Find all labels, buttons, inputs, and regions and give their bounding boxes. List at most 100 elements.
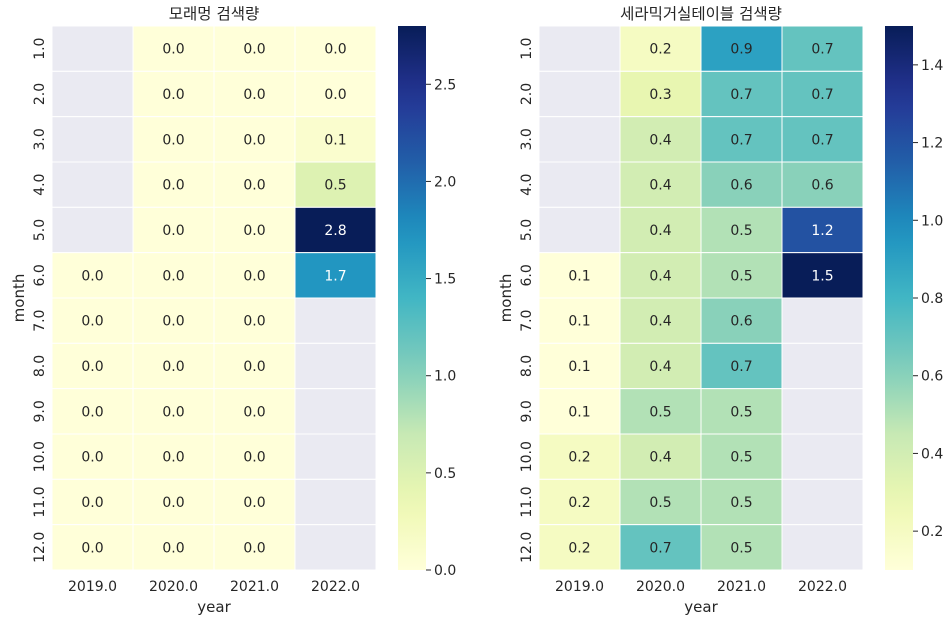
y-tick-label: 11.0 bbox=[32, 486, 48, 517]
y-tick-label: 5.0 bbox=[519, 219, 535, 241]
cell-value-label: 0.0 bbox=[243, 178, 265, 194]
cell-value-label: 0.2 bbox=[568, 495, 590, 511]
heatmap-cell bbox=[700, 433, 783, 480]
x-tick-label: 2020.0 bbox=[636, 579, 685, 595]
y-tick-label: 4.0 bbox=[32, 174, 48, 196]
heatmap-cell-empty bbox=[51, 206, 134, 254]
cell-value-label: 0.0 bbox=[162, 450, 184, 466]
heatmap-cell bbox=[213, 25, 296, 72]
cell-value-label: 0.0 bbox=[243, 359, 265, 375]
heatmap-cell-empty bbox=[781, 524, 864, 571]
heatmap-cell bbox=[619, 161, 702, 208]
cell-value-label: 0.0 bbox=[162, 540, 184, 556]
colorbar-tick-label: 0.8 bbox=[921, 291, 943, 307]
cell-value-label: 0.0 bbox=[81, 359, 103, 375]
colorbar-tick-label: 0.6 bbox=[921, 369, 943, 385]
cell-value-label: 0.6 bbox=[730, 178, 752, 194]
heatmap-cell-empty bbox=[294, 524, 377, 571]
cell-value-label: 0.0 bbox=[162, 223, 184, 239]
heatmap-cell-empty bbox=[294, 342, 377, 390]
cell-value-label: 0.4 bbox=[649, 178, 671, 194]
cell-value-label: 0.7 bbox=[811, 87, 833, 103]
heatmap-cell-empty bbox=[51, 70, 134, 118]
heatmap-cell bbox=[700, 252, 783, 299]
y-tick-label: 8.0 bbox=[519, 355, 535, 377]
cell-value-label: 0.7 bbox=[730, 132, 752, 148]
heatmap-cell-empty bbox=[294, 388, 377, 435]
cell-value-label: 1.5 bbox=[811, 268, 833, 284]
heatmap-cell bbox=[213, 116, 296, 163]
heatmap-cell bbox=[700, 116, 783, 163]
y-tick-label: 7.0 bbox=[32, 310, 48, 332]
cell-value-label: 0.0 bbox=[162, 42, 184, 58]
cell-value-label: 0.7 bbox=[730, 359, 752, 375]
heatmap-cell bbox=[781, 70, 864, 118]
cell-value-label: 0.0 bbox=[243, 87, 265, 103]
heatmap-cell bbox=[538, 433, 621, 480]
cell-value-label: 0.2 bbox=[568, 540, 590, 556]
cell-value-label: 0.0 bbox=[324, 87, 346, 103]
cell-value-label: 0.0 bbox=[81, 495, 103, 511]
colorbar-tick-label: 2.5 bbox=[434, 77, 456, 93]
cell-value-label: 0.4 bbox=[649, 223, 671, 239]
cell-value-label: 0.7 bbox=[811, 42, 833, 58]
cell-value-label: 0.0 bbox=[324, 42, 346, 58]
heatmap-cell bbox=[781, 25, 864, 72]
cell-value-label: 0.4 bbox=[649, 132, 671, 148]
cell-value-label: 0.6 bbox=[730, 314, 752, 330]
cell-value-label: 0.4 bbox=[649, 450, 671, 466]
heatmap-cell bbox=[619, 388, 702, 435]
heatmap-sand-dog-search-volume: 모래멍 검색량 0.0 0.0 0.0 0.0 0.0 0.0 0.0 0.0 0.1 0.0 0.0… bbox=[10, 5, 456, 616]
cell-value-label: 0.3 bbox=[649, 87, 671, 103]
x-tick-label: 2020.0 bbox=[149, 579, 198, 595]
y-tick-label: 2.0 bbox=[519, 83, 535, 105]
cell-value-label: 0.6 bbox=[811, 178, 833, 194]
cell-value-label: 0.0 bbox=[162, 178, 184, 194]
y-tick-label: 10.0 bbox=[32, 441, 48, 472]
cell-value-label: 0.0 bbox=[81, 450, 103, 466]
heatmap-cell bbox=[700, 342, 783, 390]
cell-value-label: 0.0 bbox=[162, 314, 184, 330]
heatmap-cells: 0.0 0.0 0.0 0.0 0.0 0.0 0.0 0.0 0.1 0.0 0.0 0.5 0.0 0… bbox=[51, 25, 377, 571]
heatmap-cell-empty bbox=[781, 388, 864, 435]
y-tick-label: 7.0 bbox=[519, 310, 535, 332]
y-tick-label: 1.0 bbox=[519, 38, 535, 60]
cell-value-label: 0.5 bbox=[730, 495, 752, 511]
heatmap-cell bbox=[213, 342, 296, 390]
colorbar-tick-label: 0.2 bbox=[921, 524, 943, 540]
cell-value-label: 0.0 bbox=[162, 495, 184, 511]
cell-value-label: 0.1 bbox=[568, 268, 590, 284]
cell-value-label: 0.7 bbox=[649, 540, 671, 556]
cell-value-label: 0.0 bbox=[162, 359, 184, 375]
y-tick-label: 12.0 bbox=[32, 532, 48, 563]
cell-value-label: 0.5 bbox=[730, 450, 752, 466]
heatmap-cell-empty bbox=[538, 116, 621, 163]
heatmap-cell bbox=[132, 25, 215, 72]
colorbar: 0.2 0.4 0.6 0.8 1.0 1.2 1.4 bbox=[885, 26, 943, 570]
heatmap-cell bbox=[619, 478, 702, 526]
cell-value-label: 0.0 bbox=[243, 495, 265, 511]
heatmap-cell bbox=[700, 524, 783, 571]
cell-value-label: 0.4 bbox=[649, 314, 671, 330]
cell-value-label: 0.1 bbox=[324, 132, 346, 148]
cell-value-label: 0.9 bbox=[730, 42, 752, 58]
heatmap-cell-empty bbox=[781, 478, 864, 526]
heatmap-cell bbox=[619, 70, 702, 118]
y-tick-label: 8.0 bbox=[32, 355, 48, 377]
heatmap-cell-empty bbox=[294, 433, 377, 480]
heatmap-cell bbox=[619, 524, 702, 571]
y-tick-label: 5.0 bbox=[32, 219, 48, 241]
cell-value-label: 0.0 bbox=[243, 450, 265, 466]
colorbar-tick-label: 0.5 bbox=[434, 466, 456, 482]
heatmap-cell bbox=[213, 433, 296, 480]
heatmap-cell-empty bbox=[538, 70, 621, 118]
heatmap-cell bbox=[132, 524, 215, 571]
cell-value-label: 0.0 bbox=[243, 268, 265, 284]
cell-value-label: 0.2 bbox=[568, 450, 590, 466]
colorbar-tick-label: 2.0 bbox=[434, 174, 456, 190]
y-tick-label: 6.0 bbox=[519, 264, 535, 286]
chart-title: 모래멍 검색량 bbox=[169, 5, 260, 23]
cell-value-label: 0.1 bbox=[568, 314, 590, 330]
colorbar-tick-label: 0.4 bbox=[921, 446, 943, 462]
